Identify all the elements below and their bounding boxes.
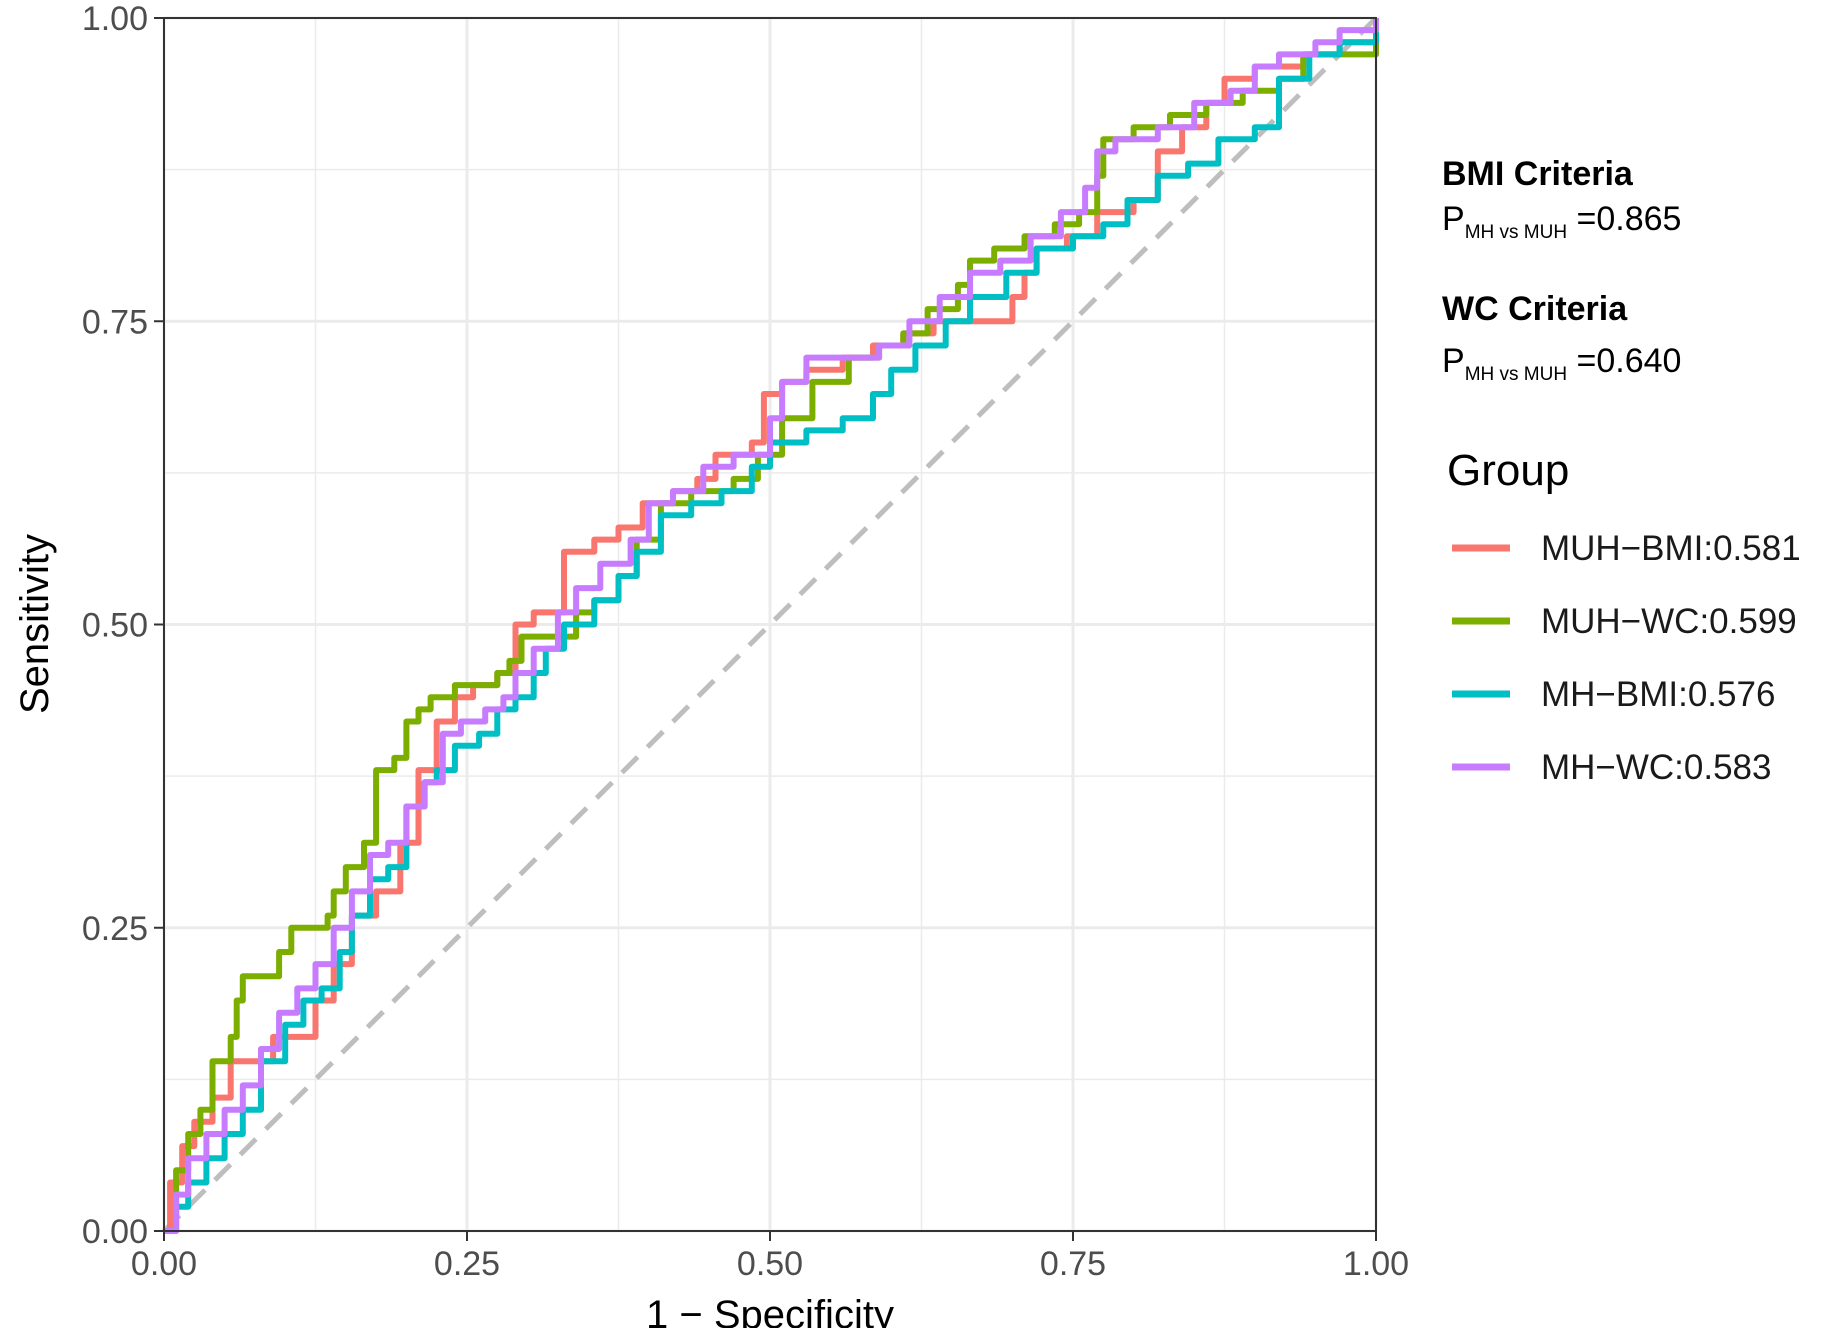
x-tick-label: 0.00	[131, 1245, 197, 1283]
legend-title: Group	[1447, 446, 1569, 495]
y-tick-label: 0.50	[82, 607, 148, 645]
annotation-bmi: BMI Criteria PMH vs MUH =0.865	[1442, 155, 1681, 243]
x-axis-title: 1 − Specificity	[646, 1293, 894, 1328]
legend: Group MUH−BMI:0.581 MUH−WC:0.599 MH−BMI:0.…	[1447, 446, 1801, 787]
annotation-bmi-p: PMH vs MUH =0.865	[1442, 200, 1681, 243]
series-line-4	[164, 18, 1379, 1234]
y-axis-title: Sensitivity	[13, 534, 57, 714]
y-tick-label: 1.00	[82, 0, 148, 38]
annotation-wc: WC Criteria PMH vs MUH =0.640	[1442, 290, 1681, 385]
annotation-wc-p: PMH vs MUH =0.640	[1442, 342, 1681, 385]
grid	[162, 16, 1378, 1233]
y-tick-label: 0.75	[82, 303, 148, 341]
series-layer	[164, 18, 1379, 1234]
y-tick-label: 0.00	[82, 1213, 148, 1251]
annotation-wc-title: WC Criteria	[1442, 290, 1628, 328]
x-tick-label: 0.75	[1040, 1245, 1106, 1283]
series-line-3	[164, 18, 1379, 1234]
annotation-bmi-title: BMI Criteria	[1442, 155, 1634, 193]
legend-label-1: MUH−BMI:0.581	[1541, 529, 1801, 568]
legend-label-4: MH−WC:0.583	[1541, 748, 1772, 787]
axes: 0.00 0.25 0.50 0.75 1.00 0.00 0.25 0.50 0.75 1.00	[82, 0, 1409, 1283]
x-tick-label: 0.25	[434, 1245, 500, 1283]
x-tick-label: 0.50	[737, 1245, 803, 1283]
legend-label-3: MH−BMI:0.576	[1541, 675, 1775, 714]
x-tick-label: 1.00	[1343, 1245, 1409, 1283]
legend-label-2: MUH−WC:0.599	[1541, 602, 1797, 641]
y-tick-label: 0.25	[82, 910, 148, 948]
